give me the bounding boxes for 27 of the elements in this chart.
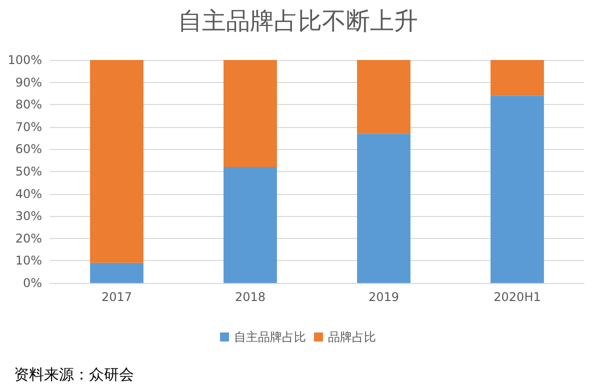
bar bbox=[90, 60, 144, 263]
y-tick-label: 30% bbox=[15, 209, 42, 224]
y-tick-label: 20% bbox=[15, 231, 42, 246]
y-tick-label: 100% bbox=[8, 53, 42, 67]
bar bbox=[224, 60, 277, 168]
bar bbox=[357, 60, 410, 134]
x-tick-label: 2019 bbox=[368, 290, 400, 304]
y-tick-label: 50% bbox=[15, 164, 42, 178]
y-tick-label: 40% bbox=[15, 186, 42, 201]
legend-label: 自主品牌占比 bbox=[234, 330, 306, 344]
y-tick-label: 90% bbox=[15, 75, 42, 90]
bar bbox=[490, 96, 544, 283]
bar bbox=[490, 60, 544, 96]
y-tick-label: 80% bbox=[15, 98, 42, 112]
y-tick-label: 60% bbox=[15, 142, 42, 156]
x-tick-label: 2017 bbox=[101, 290, 132, 304]
bar bbox=[90, 262, 144, 283]
y-tick-label: 0% bbox=[22, 276, 42, 290]
bar bbox=[357, 134, 410, 283]
text: 资料来源：众研会 bbox=[14, 366, 134, 384]
legend-label: 品牌占比 bbox=[328, 330, 376, 344]
y-tick-label: 10% bbox=[15, 254, 42, 268]
chart-title: 自主品牌占比不断上升 bbox=[178, 7, 418, 35]
x-tick-label: 2020H1 bbox=[494, 290, 541, 304]
x-tick-label: 2018 bbox=[234, 290, 266, 304]
bar bbox=[224, 167, 277, 283]
y-tick-label: 70% bbox=[15, 120, 42, 134]
